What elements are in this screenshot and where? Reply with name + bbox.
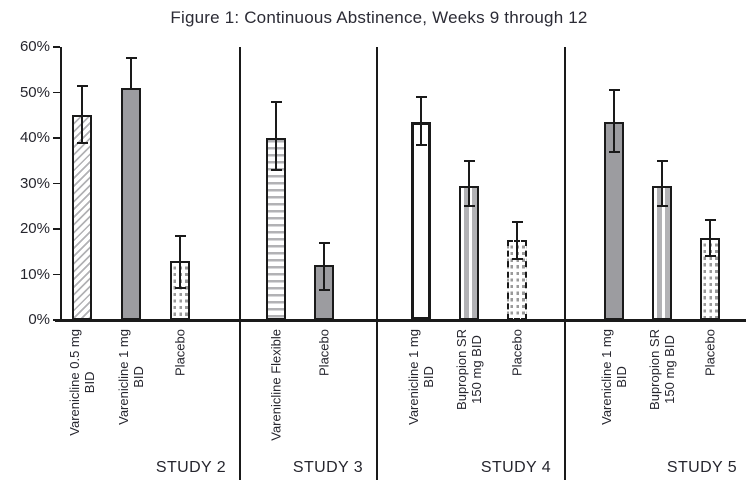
error-bar-line bbox=[81, 85, 83, 143]
bar-label: Varenicline 1 mg BID bbox=[406, 329, 436, 425]
y-axis-tick bbox=[53, 273, 60, 276]
bar bbox=[121, 87, 141, 320]
error-bar-line bbox=[516, 222, 518, 259]
study-divider-line bbox=[376, 47, 378, 480]
error-bar-cap-top bbox=[511, 221, 523, 224]
bar-label-line: Varenicline 1 mg bbox=[406, 329, 421, 425]
bar-label-line: Varenicline 0.5 mg bbox=[67, 329, 82, 436]
error-bar-cap-top bbox=[270, 100, 282, 103]
y-axis-tick-label: 50% bbox=[19, 83, 50, 101]
bar-label: Varenicline 1 mg BID bbox=[599, 329, 629, 425]
bar-label: Varenicline Flexible bbox=[269, 329, 284, 441]
bar-label-line: BID bbox=[82, 371, 97, 394]
error-bar-line bbox=[323, 242, 325, 291]
study-divider-line bbox=[239, 47, 241, 480]
y-axis-tick bbox=[53, 46, 60, 48]
error-bar-cap-bottom bbox=[656, 205, 668, 208]
bar-label-line: Varenicline 1 mg bbox=[599, 329, 614, 425]
study-label: STUDY 3 bbox=[292, 459, 363, 476]
error-bar-cap-top bbox=[608, 89, 620, 92]
bar-label: Placebo bbox=[173, 329, 188, 376]
y-axis-tick-label: 30% bbox=[19, 174, 50, 192]
bar-label-line: BID bbox=[131, 366, 146, 388]
bar-label: Placebo bbox=[317, 329, 332, 376]
error-bar-cap-top bbox=[463, 159, 475, 162]
y-axis-tick-label: 20% bbox=[19, 220, 50, 237]
bar-label-line: Placebo bbox=[509, 329, 525, 376]
y-axis-tick bbox=[53, 182, 60, 185]
study-label: STUDY 4 bbox=[480, 459, 551, 476]
bar-label-line: Placebo bbox=[702, 329, 718, 376]
bar-label-line: Placebo bbox=[316, 329, 332, 376]
error-bar-line bbox=[130, 58, 132, 88]
error-bar-cap-bottom bbox=[76, 141, 88, 144]
error-bar-cap-top bbox=[125, 57, 137, 60]
y-axis-tick-label: 0% bbox=[28, 311, 50, 328]
bar-label-line: 150 mg BID bbox=[662, 335, 677, 404]
bar-label-line: BID bbox=[421, 366, 436, 388]
y-axis-tick-label: 40% bbox=[19, 129, 50, 146]
error-bar-line bbox=[420, 97, 422, 145]
bar-label: Placebo bbox=[510, 329, 525, 376]
error-bar-line bbox=[709, 219, 711, 257]
y-axis-tick bbox=[53, 91, 60, 94]
error-bar-cap-bottom bbox=[511, 257, 523, 260]
bar bbox=[411, 122, 431, 320]
bar-label: Placebo bbox=[703, 329, 718, 376]
error-bar-line bbox=[613, 90, 615, 152]
bar-label-line: Bupropion SR bbox=[454, 329, 469, 410]
error-bar-cap-top bbox=[318, 241, 330, 244]
bar-label-line: Varenicline 1 mg bbox=[116, 329, 131, 425]
bar-label-line: BID bbox=[614, 366, 629, 388]
error-bar-cap-bottom bbox=[608, 150, 620, 153]
error-bar-line bbox=[661, 160, 663, 207]
x-axis-line bbox=[55, 318, 746, 322]
error-bar-cap-top bbox=[174, 234, 186, 237]
error-bar-cap-top bbox=[415, 96, 427, 99]
error-bar-line bbox=[275, 101, 277, 170]
error-bar-cap-top bbox=[76, 84, 88, 87]
y-axis-tick-label: 60% bbox=[19, 38, 50, 55]
y-axis-tick-label: 10% bbox=[19, 265, 50, 283]
error-bar-cap-bottom bbox=[174, 287, 186, 290]
study-label: STUDY 2 bbox=[155, 459, 226, 476]
bar-label-line: Placebo bbox=[172, 329, 188, 376]
error-bar-line bbox=[179, 235, 181, 289]
chart-title: Figure 1: Continuous Abstinence, Weeks 9… bbox=[170, 8, 588, 27]
bar-label: Bupropion SR 150 mg BID bbox=[454, 329, 484, 410]
error-bar-cap-bottom bbox=[463, 205, 475, 208]
error-bar-line bbox=[468, 160, 470, 207]
error-bar-cap-bottom bbox=[318, 289, 330, 292]
error-bar-cap-bottom bbox=[270, 168, 282, 171]
error-bar-cap-top bbox=[704, 218, 716, 221]
bar bbox=[72, 115, 92, 320]
bar-label-line: Varenicline Flexible bbox=[268, 329, 284, 441]
error-bar-cap-bottom bbox=[415, 143, 427, 146]
bar-label: Varenicline 1 mg BID bbox=[116, 329, 146, 425]
y-axis-tick bbox=[53, 228, 60, 230]
error-bar-cap-top bbox=[656, 159, 668, 162]
error-bar-cap-bottom bbox=[704, 255, 716, 258]
study-divider-line bbox=[564, 47, 566, 480]
y-axis-tick bbox=[53, 137, 60, 139]
bar-label-line: Bupropion SR bbox=[647, 329, 662, 410]
study-label: STUDY 5 bbox=[666, 459, 737, 476]
y-axis-line bbox=[60, 47, 62, 320]
bar-label: Bupropion SR 150 mg BID bbox=[647, 329, 677, 410]
bar-label-line: 150 mg BID bbox=[469, 335, 484, 404]
bar-label: Varenicline 0.5 mg BID bbox=[67, 329, 97, 436]
